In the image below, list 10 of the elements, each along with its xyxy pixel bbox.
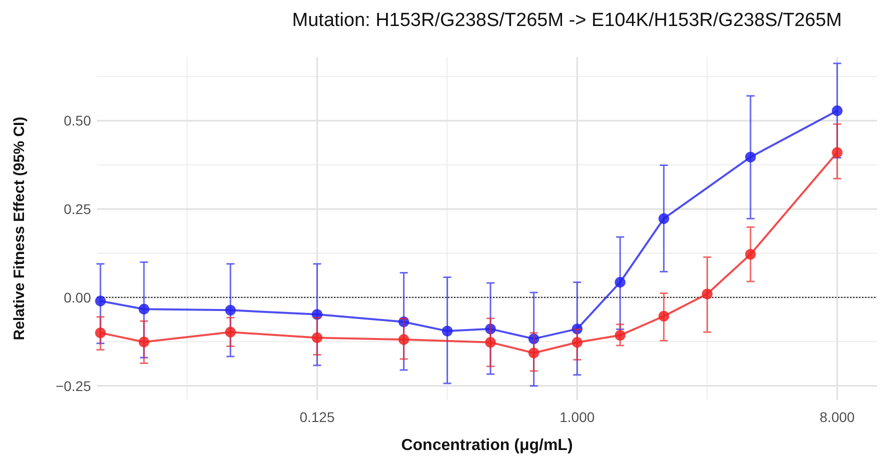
y-tick-label: −0.25 <box>56 378 92 394</box>
y-tick-label: 0.25 <box>64 200 92 217</box>
x-tick-label: 1.000 <box>560 409 595 425</box>
y-tick-label: 0.50 <box>64 112 92 129</box>
chart-title: Mutation: H153R/G238S/T265M -> E104K/H153R/G238S/T265M <box>292 10 842 31</box>
x-tick-label: 8.000 <box>820 409 855 425</box>
y-tick-label: 0.00 <box>64 289 92 306</box>
x-tick-label: 0.125 <box>300 409 335 425</box>
y-axis-title: Relative Fitness Effect (95% CI) <box>11 116 28 340</box>
x-axis-title: Concentration (μg/mL) <box>401 437 573 454</box>
